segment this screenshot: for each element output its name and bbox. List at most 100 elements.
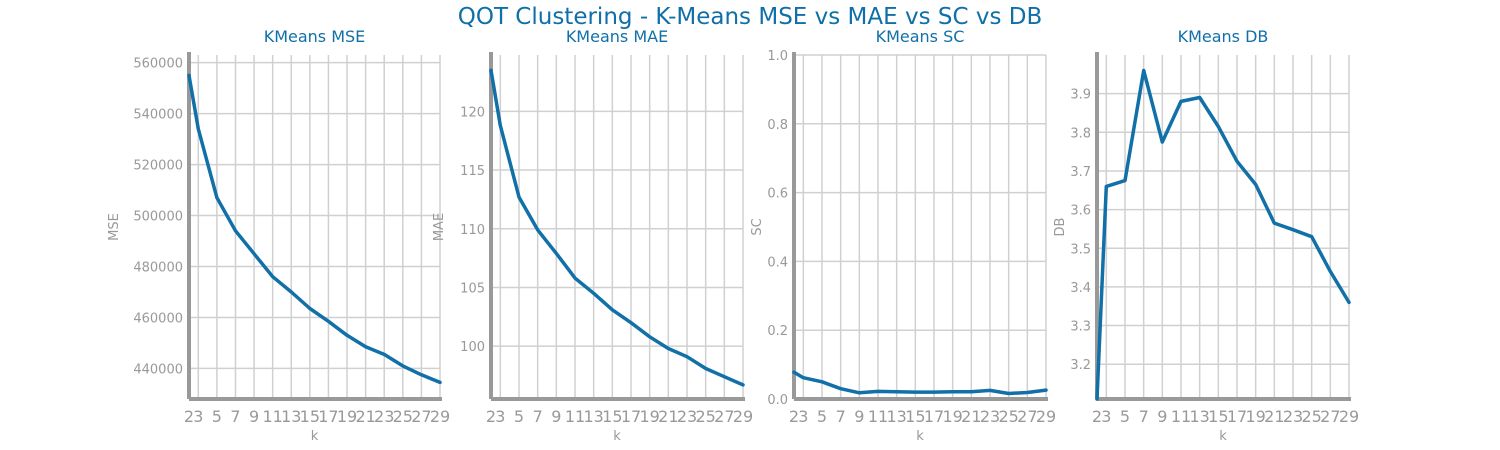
chart1-xtick-label: 27 [411, 407, 431, 426]
chart1-data-point [215, 196, 219, 200]
chart2-ytick-label: 100 [460, 340, 485, 355]
chart4-data-point [1104, 184, 1108, 188]
chart1-ytick-label: 560000 [133, 57, 183, 72]
chart1-xtick-label: 15 [300, 407, 320, 426]
chart3-xtick-label: 23 [980, 407, 1000, 426]
chart1-data-point [326, 319, 330, 323]
chart4-xtick-label: 17 [1227, 407, 1247, 426]
chart1-xtick-label: 5 [212, 407, 222, 426]
chart2-ylabel: MAE [432, 213, 447, 241]
chart3-ytick-label: 0.4 [767, 255, 788, 270]
chart4-ylabel: DB [1053, 218, 1068, 237]
chart4-xtick-label: 15 [1208, 407, 1228, 426]
chart4-data-point [1235, 159, 1239, 163]
chart2-xtick-label: 3 [495, 407, 505, 426]
chart3-data-point [988, 388, 992, 392]
chart1-xtick-label: 2 [184, 407, 194, 426]
chart3-title: KMeans SC [876, 27, 965, 46]
chart2-ytick-label: 115 [460, 164, 485, 179]
chart4-xtick-label: 13 [1189, 407, 1209, 426]
chart2-data-point [666, 347, 670, 351]
chart4-data-point [1142, 68, 1146, 72]
chart3-xtick-label: 21 [961, 407, 981, 426]
chart2-xtick-label: 13 [583, 407, 603, 426]
chart2-xtick-label: 5 [514, 407, 524, 426]
chart3-xtick-label: 5 [817, 407, 827, 426]
chart3-xtick-label: 27 [1017, 407, 1037, 426]
chart4-xtick-label: 25 [1301, 407, 1321, 426]
chart3-xtick-label: 19 [942, 407, 962, 426]
chart2-data-point [536, 228, 540, 232]
chart4-data-point [1216, 125, 1220, 129]
chart1-ytick-label: 500000 [133, 210, 183, 225]
figure-title: QOT Clustering - K-Means MSE vs MAE vs S… [457, 4, 1043, 30]
chart2-xtick-label: 2 [486, 407, 496, 426]
chart3-xtick-label: 29 [1036, 407, 1056, 426]
chart3-data-point [801, 376, 805, 380]
chart4-data-point [1160, 140, 1164, 144]
chart1-data-point [364, 345, 368, 349]
chart1-data-point [289, 290, 293, 294]
chart1-xtick-label: 13 [281, 407, 301, 426]
chart1-panel: 440000 460000 480000 500000 520000 540000 5600… [107, 27, 450, 444]
chart2-data-point [648, 335, 652, 339]
chart1-data-point [345, 333, 349, 337]
chart1-xtick-label: 21 [355, 407, 375, 426]
chart3-xlabel: k [916, 429, 924, 444]
chart3-ytick-label: 0.6 [767, 187, 788, 202]
chart2-xtick-label: 21 [658, 407, 678, 426]
chart2-data-point [489, 68, 493, 72]
chart2-data-point [685, 355, 689, 359]
chart3-xtick-label: 7 [836, 407, 846, 426]
chart2-xtick-label: 19 [639, 407, 659, 426]
chart2-ytick-label: 110 [460, 223, 485, 238]
chart3-xtick-label: 13 [886, 407, 906, 426]
chart1-data-point [401, 364, 405, 368]
chart3-xtick-label: 15 [905, 407, 925, 426]
chart4-xtick-label: 11 [1171, 407, 1191, 426]
chart2-xtick-label: 23 [677, 407, 697, 426]
chart2-data-point [722, 375, 726, 379]
chart2-xtick-label: 15 [602, 407, 622, 426]
chart1-ylabel: MSE [107, 213, 122, 241]
chart4-ytick-label: 3.2 [1070, 358, 1091, 373]
chart4-ytick-label: 3.6 [1070, 204, 1091, 219]
chart4-data-point [1095, 397, 1099, 401]
chart3-ytick-label: 0.2 [767, 324, 788, 339]
chart2-xtick-label: 11 [565, 407, 585, 426]
chart3-data-point [1044, 388, 1048, 392]
chart3-data-point [820, 380, 824, 384]
chart1-data-point [308, 307, 312, 311]
chart2-xtick-label: 29 [733, 407, 753, 426]
chart1-ytick-label: 520000 [133, 159, 183, 174]
chart3-data-point [969, 390, 973, 394]
chart1-xtick-label: 9 [249, 407, 259, 426]
chart2-data-point [517, 195, 521, 199]
chart1-data-point [271, 275, 275, 279]
chart3-data-point [876, 389, 880, 393]
chart4-xtick-label: 5 [1120, 407, 1130, 426]
chart3-ytick-label: 1.0 [767, 49, 788, 64]
chart4-xtick-label: 7 [1139, 407, 1149, 426]
chart1-xtick-label: 3 [193, 407, 203, 426]
chart4-xtick-label: 2 [1092, 407, 1102, 426]
chart4-ytick-label: 3.7 [1070, 165, 1091, 180]
chart4-data-point [1123, 179, 1127, 183]
chart4-xtick-label: 21 [1264, 407, 1284, 426]
chart2-data-point [498, 123, 502, 127]
chart1-ytick-label: 480000 [133, 260, 183, 275]
chart1-data-point [187, 73, 191, 77]
chart1-title: KMeans MSE [264, 27, 366, 46]
chart3-data-point [951, 390, 955, 394]
chart3-data-point [1025, 390, 1029, 394]
chart2-ytick-label: 120 [460, 105, 485, 120]
chart4-data-point [1179, 99, 1183, 103]
chart3-ylabel: SC [750, 218, 765, 235]
chart4-xtick-label: 19 [1245, 407, 1265, 426]
chart4-ytick-label: 3.5 [1070, 242, 1091, 257]
chart4-xlabel: k [1219, 429, 1227, 444]
chart3-ytick-label: 0.8 [767, 118, 788, 133]
chart2-data-point [573, 276, 577, 280]
chart1-xtick-label: 19 [337, 407, 357, 426]
chart3-xtick-label: 11 [868, 407, 888, 426]
